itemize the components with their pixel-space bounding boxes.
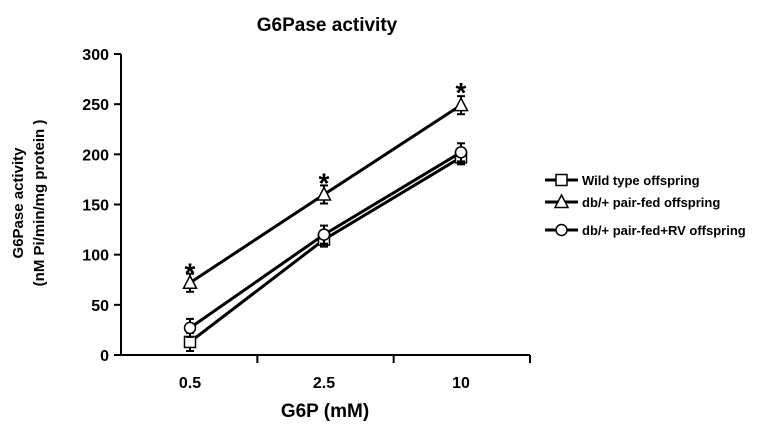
significance-marker: * [319, 167, 330, 198]
y-axis-label-line-2: (nM Pi/min/mg protein ) [31, 120, 48, 287]
significance-marker: * [185, 258, 196, 289]
y-tick-label: 300 [82, 47, 109, 64]
data-point [317, 228, 331, 241]
legend-label: db/+ pair-fed+RV offspring [582, 223, 746, 238]
plot-area: 0 50 100 150 200 250 300 0.5 2.5 10 * * * [82, 47, 531, 392]
data-point [183, 321, 197, 335]
y-tick-label: 50 [91, 298, 109, 315]
data-point [183, 335, 197, 349]
data-point [453, 96, 469, 112]
x-tick-label: 10 [452, 375, 470, 392]
legend-marker [553, 193, 570, 209]
x-axis-label: G6P (mM) [281, 401, 369, 422]
y-tick-label: 250 [82, 97, 109, 114]
legend-label: Wild type offspring [582, 173, 700, 188]
y-tick-label: 100 [82, 248, 109, 265]
x-tick-label: 0.5 [179, 375, 201, 392]
legend-marker [555, 223, 568, 237]
y-tick-label: 200 [82, 147, 109, 164]
series-triangle [182, 95, 469, 293]
legend-marker [555, 173, 568, 187]
data-point [182, 274, 198, 290]
significance-marker: * [456, 77, 467, 108]
y-axis-label-line-1: G6Pase activity [10, 147, 27, 259]
legend-item: db/+ pair-fed offspring [545, 193, 720, 210]
data-point [316, 185, 332, 201]
y-tick-label: 0 [100, 348, 109, 365]
legend: Wild type offspring db/+ pair-fed offspri… [545, 173, 746, 238]
series-circle [183, 142, 468, 338]
legend-item: db/+ pair-fed+RV offspring [545, 223, 746, 238]
data-point [454, 146, 468, 159]
chart-title: G6Pase activity [257, 15, 398, 36]
legend-item: Wild type offspring [545, 173, 700, 188]
y-tick-label: 150 [82, 198, 109, 215]
legend-label: db/+ pair-fed offspring [582, 195, 720, 210]
x-tick-label: 2.5 [313, 375, 335, 392]
